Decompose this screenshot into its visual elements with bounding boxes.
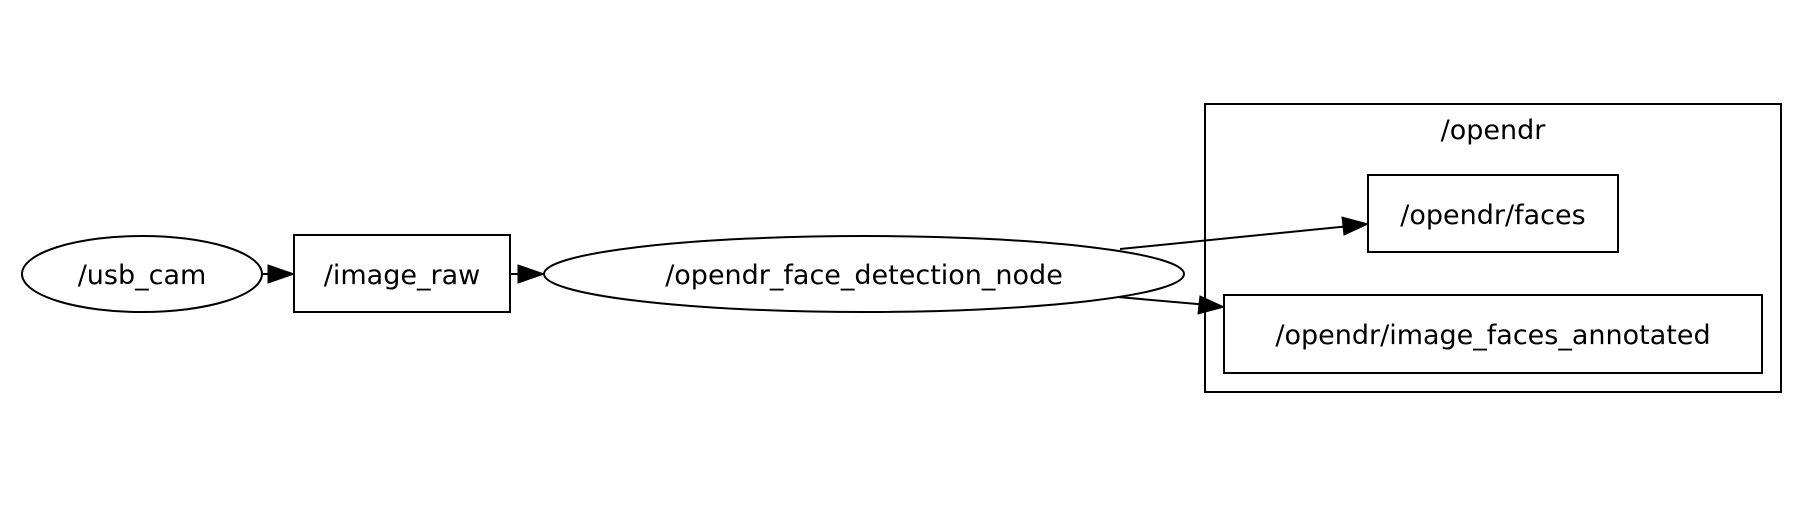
edge-image-raw-to-face-detection: [511, 264, 546, 284]
arrowhead-icon: [267, 264, 296, 284]
topic-opendr-faces-label: /opendr/faces: [1400, 200, 1585, 231]
node-usb-cam-label: /usb_cam: [78, 260, 207, 291]
edge-face-detection-to-faces: [1119, 216, 1370, 250]
node-opendr-face-detection[interactable]: /opendr_face_detection_node: [543, 235, 1185, 313]
node-opendr-face-detection-label: /opendr_face_detection_node: [665, 260, 1063, 291]
topic-box: [1367, 174, 1619, 253]
cluster-opendr-label: /opendr: [1441, 115, 1547, 146]
node-usb-cam[interactable]: /usb_cam: [21, 235, 263, 313]
topic-image-raw[interactable]: /image_raw: [293, 234, 511, 313]
arrowhead-icon: [1197, 295, 1226, 315]
topic-box: [293, 234, 511, 313]
topic-box: [1223, 294, 1763, 374]
edge-line: [1117, 296, 1201, 306]
cluster-opendr-box: [1204, 103, 1782, 393]
arrowhead-icon: [517, 264, 546, 284]
topic-opendr-image-faces-annotated[interactable]: /opendr/image_faces_annotated: [1223, 294, 1763, 374]
topic-opendr-image-faces-annotated-label: /opendr/image_faces_annotated: [1275, 320, 1710, 351]
edge-face-detection-to-image-faces-annotated: [1117, 295, 1226, 315]
node-ellipse: [543, 235, 1185, 313]
arrowhead-icon: [1341, 216, 1370, 236]
edge-usb-cam-to-image-raw: [260, 264, 296, 284]
cluster-opendr: /opendr: [1204, 103, 1782, 393]
topic-image-raw-label: /image_raw: [324, 260, 480, 291]
edge-line: [1119, 225, 1346, 250]
topic-opendr-faces[interactable]: /opendr/faces: [1367, 174, 1619, 253]
node-ellipse: [21, 235, 263, 313]
